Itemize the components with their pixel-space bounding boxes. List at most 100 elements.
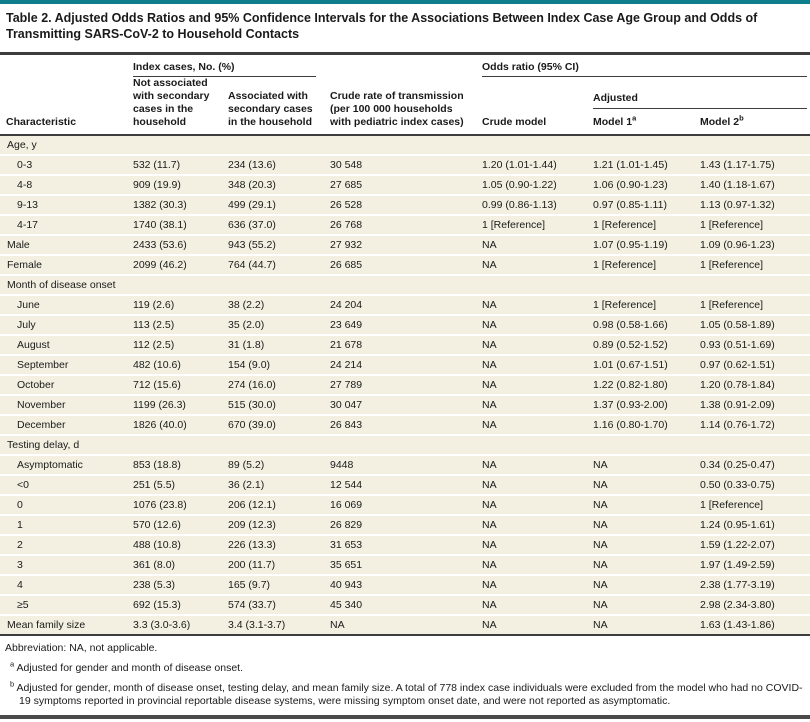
cell: 27 685 <box>330 179 363 191</box>
section-row: Age, y <box>0 136 810 154</box>
cell: 1.07 (0.95-1.19) <box>593 239 668 251</box>
cell: 532 (11.7) <box>133 159 181 171</box>
bottom-divider <box>0 715 810 719</box>
table-row: 4-8 909 (19.9) 348 (20.3) 27 685 1.05 (0.90-… <box>0 176 810 194</box>
cell: 238 (5.3) <box>133 579 176 591</box>
table-row: August 112 (2.5) 31 (1.8) 21 678 NA 0.89 (0.5… <box>0 336 810 354</box>
cell: 1 [Reference] <box>700 219 764 231</box>
footnote-b-text: Adjusted for gender, month of disease on… <box>16 682 803 707</box>
row-label: 0-3 <box>17 159 33 171</box>
cell: 1.97 (1.49-2.59) <box>700 559 775 571</box>
cell: 1 [Reference] <box>593 299 657 311</box>
cell: NA <box>482 239 497 251</box>
cell: 31 653 <box>330 539 363 551</box>
cell: NA <box>593 459 608 471</box>
row-label: Mean family size <box>7 619 86 631</box>
row-label: 0 <box>17 499 23 511</box>
column-group-index-cases: Index cases, No. (%) <box>133 58 316 77</box>
cell: 26 843 <box>330 419 363 431</box>
table-row: Female 2099 (46.2) 764 (44.7) 26 685 NA 1 [Re… <box>0 256 810 274</box>
cell: NA <box>482 539 497 551</box>
table-body: Age, y 0-3 532 (11.7) 234 (13.6) 30 548 1.20 … <box>0 136 810 636</box>
row-label: ≥5 <box>17 599 29 611</box>
cell: 1.05 (0.90-1.22) <box>482 179 557 191</box>
table-title: Table 2. Adjusted Odds Ratios and 95% Co… <box>6 11 758 41</box>
table-row: Male 2433 (53.6) 943 (55.2) 27 932 NA 1.07 (0… <box>0 236 810 254</box>
cell: 1.14 (0.76-1.72) <box>700 419 775 431</box>
cell: 209 (12.3) <box>228 519 276 531</box>
cell: NA <box>482 379 497 391</box>
cell: 3.4 (3.1-3.7) <box>228 619 286 631</box>
cell: 200 (11.7) <box>228 559 276 571</box>
footnote-b-superscript: b <box>10 679 15 689</box>
cell: 853 (18.8) <box>133 459 181 471</box>
cell: 36 (2.1) <box>228 479 265 491</box>
cell: 1.59 (1.22-2.07) <box>700 539 775 551</box>
row-label: Testing delay, d <box>7 439 80 451</box>
cell: 251 (5.5) <box>133 479 176 491</box>
cell: 1 [Reference] <box>700 299 764 311</box>
row-label: Asymptomatic <box>17 459 83 471</box>
cell: 361 (8.0) <box>133 559 176 571</box>
cell: 1826 (40.0) <box>133 419 187 431</box>
table-row: <0 251 (5.5) 36 (2.1) 12 544 NA NA 0.50 (0.33-… <box>0 476 810 494</box>
footnote-a-superscript: a <box>10 659 15 669</box>
cell: 0.99 (0.86-1.13) <box>482 199 557 211</box>
cell: 1.20 (1.01-1.44) <box>482 159 557 171</box>
cell: 1.38 (0.91-2.09) <box>700 399 775 411</box>
cell: 1 [Reference] <box>700 259 764 271</box>
cell: 24 204 <box>330 299 363 311</box>
table-row: Asymptomatic 853 (18.8) 89 (5.2) 9448 NA NA 0.… <box>0 456 810 474</box>
table-row: ≥5 692 (15.3) 574 (33.7) 45 340 NA NA 2.98 (2.… <box>0 596 810 614</box>
column-header-model-1: Model 1a <box>593 112 700 129</box>
cell: 26 768 <box>330 219 363 231</box>
table-header: Index cases, No. (%) Odds ratio (95% CI)… <box>0 55 810 136</box>
cell: 1 [Reference] <box>593 259 657 271</box>
row-label: December <box>17 419 66 431</box>
column-header-model-2-label: Model 2 <box>700 116 740 128</box>
cell: NA <box>482 519 497 531</box>
row-label: 3 <box>17 559 23 571</box>
cell: 26 829 <box>330 519 363 531</box>
cell: 1740 (38.1) <box>133 219 187 231</box>
cell: 89 (5.2) <box>228 459 265 471</box>
column-group-adjusted: Adjusted <box>593 84 807 109</box>
cell: 1.20 (0.78-1.84) <box>700 379 775 391</box>
table-row: June 119 (2.6) 38 (2.2) 24 204 NA 1 [Referenc… <box>0 296 810 314</box>
row-label: Female <box>7 259 43 271</box>
column-header-model-2: Model 2b <box>700 112 810 129</box>
cell: NA <box>482 319 497 331</box>
cell: 1.22 (0.82-1.80) <box>593 379 668 391</box>
cell: 113 (2.5) <box>133 319 175 331</box>
cell: 27 932 <box>330 239 363 251</box>
column-header-crude-rate: Crude rate of transmission (per 100 000 … <box>330 90 464 128</box>
table-row: 4-17 1740 (38.1) 636 (37.0) 26 768 1 [Refere… <box>0 216 810 234</box>
column-header-model-1-label: Model 1 <box>593 116 633 128</box>
cell: 1199 (26.3) <box>133 399 186 411</box>
cell: 348 (20.3) <box>228 179 276 191</box>
cell: NA <box>330 619 345 631</box>
cell: NA <box>482 459 497 471</box>
cell: 21 678 <box>330 339 363 351</box>
cell: 574 (33.7) <box>228 599 276 611</box>
cell: 35 (2.0) <box>228 319 265 331</box>
column-header-associated: Associated with secondary cases in the h… <box>228 90 313 128</box>
cell: 206 (12.1) <box>228 499 276 511</box>
row-label: <0 <box>17 479 29 491</box>
cell: 45 340 <box>330 599 363 611</box>
column-header-characteristic: Characteristic <box>6 116 77 128</box>
cell: 23 649 <box>330 319 363 331</box>
footnote-b-marker: b <box>739 113 744 123</box>
cell: 0.50 (0.33-0.75) <box>700 479 775 491</box>
row-label: Age, y <box>7 139 37 151</box>
cell: 1.05 (0.58-1.89) <box>700 319 775 331</box>
cell: 1.37 (0.93-2.00) <box>593 399 668 411</box>
cell: 226 (13.3) <box>228 539 276 551</box>
cell: 2.38 (1.77-3.19) <box>700 579 775 591</box>
cell: NA <box>482 479 497 491</box>
section-row: Month of disease onset <box>0 276 810 294</box>
cell: 154 (9.0) <box>228 359 271 371</box>
row-label: 4-17 <box>17 219 39 231</box>
cell: 31 (1.8) <box>228 339 265 351</box>
table-row: 3 361 (8.0) 200 (11.7) 35 651 NA NA 1.97 (1.49… <box>0 556 810 574</box>
